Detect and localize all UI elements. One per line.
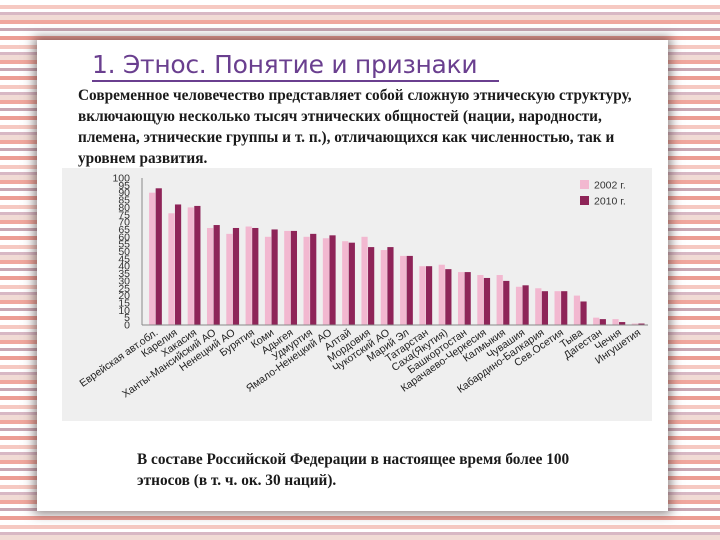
y-tick-label: 40	[118, 261, 130, 273]
bar-b	[503, 280, 510, 325]
y-tick-label: 50	[118, 246, 130, 258]
y-tick-label: 65	[118, 224, 130, 236]
bar-b	[194, 205, 201, 325]
legend-swatch	[580, 196, 589, 205]
legend-label: 2002 г.	[594, 180, 626, 192]
bar-b	[329, 235, 336, 325]
y-tick-label: 25	[118, 283, 130, 295]
bar-b	[599, 319, 606, 325]
bar-a	[554, 291, 561, 325]
y-tick-label: 80	[118, 202, 130, 214]
bar-b	[483, 277, 491, 325]
bar-a	[303, 236, 310, 325]
bar-b	[232, 227, 240, 325]
bar-a	[477, 275, 484, 325]
bar-a	[593, 317, 600, 325]
bar-b	[368, 247, 375, 325]
bar-a	[187, 207, 194, 325]
y-tick-label: 75	[118, 209, 130, 221]
bar-a	[515, 286, 523, 325]
bar-b	[619, 322, 626, 325]
bar-b	[406, 255, 413, 325]
y-tick-label: 70	[118, 217, 130, 229]
bar-b	[445, 269, 452, 325]
bar-b	[155, 188, 162, 325]
legend-swatch	[580, 180, 589, 189]
bar-a	[380, 250, 387, 325]
y-tick-label: 60	[118, 231, 130, 243]
legend-label: 2010 г.	[594, 196, 626, 208]
y-tick-label: 15	[118, 297, 130, 309]
y-tick-label: 10	[118, 305, 130, 317]
bar-b	[252, 227, 259, 325]
bar-b	[425, 266, 433, 325]
bar-b	[638, 323, 645, 325]
bar-a	[419, 266, 426, 325]
bar-chart: 0510152025303540455055606570758085909510…	[62, 168, 652, 421]
y-tick-label: 85	[118, 195, 130, 207]
bar-b	[290, 230, 298, 325]
bar-b	[541, 291, 549, 325]
bar-a	[457, 272, 465, 325]
bar-a	[612, 319, 619, 325]
slide-title: 1. Этнос. Понятие и признаки	[92, 50, 478, 79]
y-tick-label: 0	[124, 320, 130, 332]
y-tick-label: 30	[118, 275, 130, 287]
bar-a	[206, 227, 214, 325]
bar-a	[264, 236, 272, 325]
y-tick-label: 100	[112, 173, 130, 185]
bar-a	[631, 323, 638, 325]
bar-a	[284, 230, 291, 325]
bar-a	[496, 275, 503, 325]
bar-b	[310, 233, 317, 325]
bar-a	[573, 295, 581, 325]
y-tick-label: 20	[118, 290, 130, 302]
bar-b	[464, 272, 471, 325]
bar-a	[361, 236, 368, 325]
bar-a	[226, 233, 233, 325]
bar-a	[342, 241, 349, 325]
bar-b	[174, 204, 182, 325]
y-tick-label: 45	[118, 253, 130, 265]
y-tick-label: 35	[118, 268, 130, 280]
y-tick-label: 55	[118, 239, 130, 251]
bar-b	[522, 285, 529, 325]
bar-a	[438, 264, 445, 325]
bar-a	[168, 213, 175, 325]
bar-a	[322, 238, 330, 325]
y-tick-label: 5	[124, 312, 130, 324]
bar-b	[213, 225, 220, 325]
y-tick-label: 95	[118, 180, 130, 192]
bar-a	[245, 226, 252, 325]
title-underline	[92, 80, 499, 82]
bar-b	[580, 301, 587, 325]
bar-a	[400, 255, 407, 325]
bar-b	[561, 291, 568, 325]
intro-paragraph: Современное человечество представляет со…	[78, 87, 632, 167]
bar-b	[271, 229, 278, 325]
summary-paragraph: В составе Российской Федерации в настоящ…	[137, 451, 570, 489]
bar-b	[348, 242, 355, 325]
bar-a	[149, 192, 156, 325]
y-tick-label: 90	[118, 187, 130, 199]
bar-b	[387, 247, 394, 325]
bar-a	[535, 288, 542, 325]
